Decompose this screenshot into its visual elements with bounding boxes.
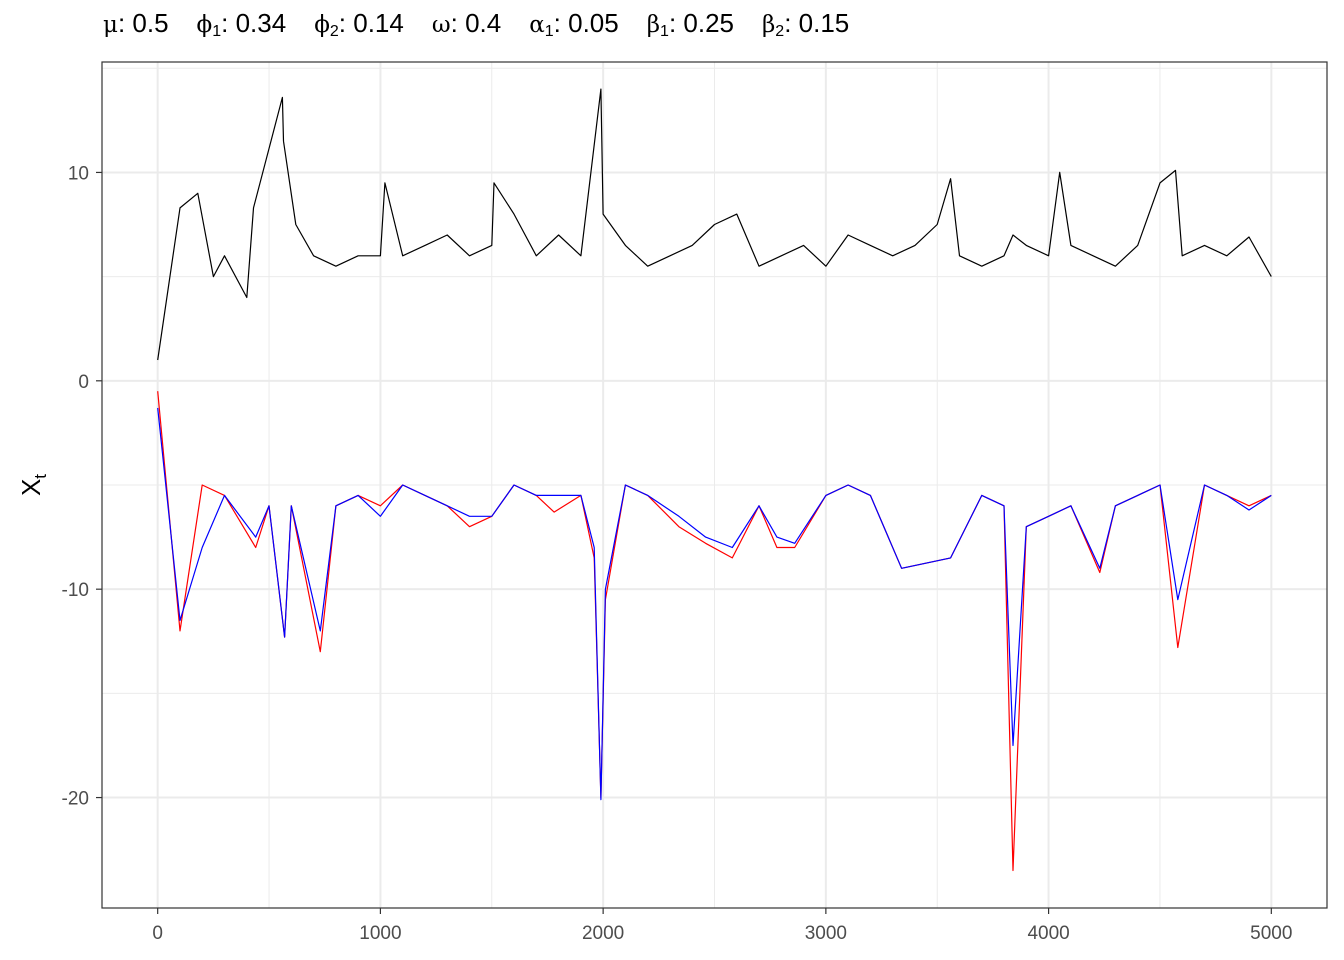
param-symbol: ϕ <box>196 12 213 38</box>
param-symbol: β <box>762 12 776 38</box>
param-value: : 0.5 <box>117 8 169 38</box>
param-subscript: 2 <box>775 23 785 40</box>
x-tick-label: 1000 <box>359 923 401 944</box>
title-param: μ: 0.5 <box>103 8 169 38</box>
x-tick-label: 0 <box>152 923 163 944</box>
param-subscript: 1 <box>660 23 669 40</box>
y-tick-label: 0 <box>78 372 89 393</box>
y-tick-label: -20 <box>62 789 89 810</box>
param-subscript: 1 <box>212 23 222 40</box>
panel-border <box>101 61 1328 909</box>
x-tick-label: 2000 <box>582 923 624 944</box>
chart-title: μ: 0.5 ϕ1: 0.34 ϕ2: 0.14 ω: 0.4 α1: 0.05 β1: … <box>103 8 877 48</box>
param-value: : 0.4 <box>450 8 502 38</box>
y-axis-title: Xt <box>16 474 50 496</box>
param-symbol: ω <box>431 12 451 38</box>
param-value: : 0.25 <box>668 8 734 38</box>
series-line-1 <box>157 391 1272 872</box>
x-tick-label: 4000 <box>1027 923 1069 944</box>
title-param: ϕ1: 0.34 <box>196 8 287 40</box>
series-line-2 <box>157 407 1272 801</box>
y-axis-title-subscript: t <box>31 474 50 479</box>
param-value: : 0.05 <box>553 8 619 38</box>
y-tick-label: 10 <box>68 163 89 184</box>
title-param: ϕ2: 0.14 <box>314 8 404 40</box>
param-value: : 0.14 <box>338 8 404 38</box>
param-symbol: μ <box>103 12 118 38</box>
param-value: : 0.15 <box>784 8 850 38</box>
x-tick-label: 3000 <box>805 923 847 944</box>
y-tick-label: -10 <box>62 580 89 601</box>
y-axis-title-main: X <box>16 479 46 496</box>
title-param: β2: 0.15 <box>762 8 850 40</box>
param-symbol: α <box>529 12 545 38</box>
title-param: β1: 0.25 <box>646 8 734 40</box>
param-value: : 0.34 <box>221 8 287 38</box>
title-param: ω: 0.4 <box>432 8 501 38</box>
param-symbol: β <box>646 12 661 38</box>
x-tick-label: 5000 <box>1250 923 1292 944</box>
param-subscript: 1 <box>544 23 554 40</box>
param-symbol: ϕ <box>314 12 330 38</box>
param-subscript: 2 <box>329 23 339 40</box>
series-line-0 <box>157 88 1272 361</box>
title-param: α1: 0.05 <box>529 8 619 40</box>
